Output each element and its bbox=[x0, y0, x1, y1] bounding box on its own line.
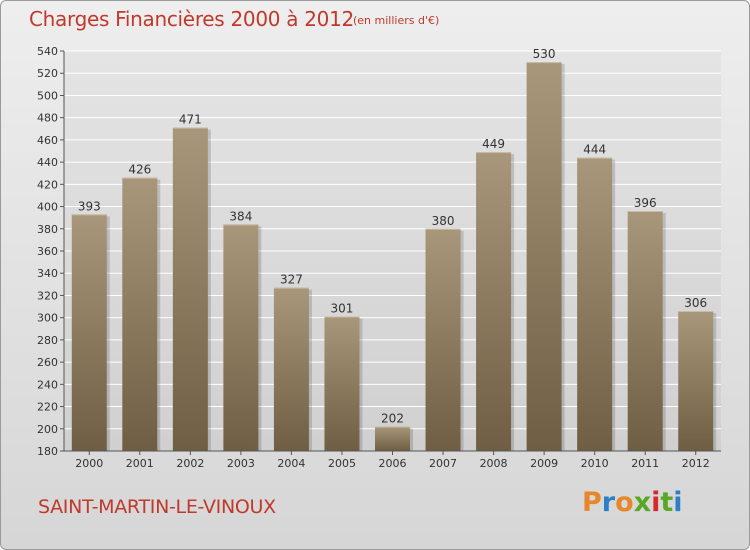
data-label: 384 bbox=[229, 209, 252, 223]
x-tick-label: 2011 bbox=[631, 457, 659, 470]
y-tick-label: 180 bbox=[37, 445, 58, 458]
x-tick-label: 2005 bbox=[328, 457, 356, 470]
y-tick-label: 240 bbox=[37, 378, 58, 391]
brand-letter: t bbox=[660, 487, 674, 518]
x-tick-label: 2012 bbox=[682, 457, 710, 470]
x-tick-label: 2000 bbox=[75, 457, 103, 470]
data-label: 380 bbox=[432, 214, 455, 228]
brand-letter: x bbox=[633, 487, 652, 518]
proxiti-logo: Proxiti bbox=[582, 487, 683, 518]
data-label: 444 bbox=[583, 143, 606, 157]
y-tick-label: 500 bbox=[37, 89, 58, 102]
chart-title: Charges Financières 2000 à 2012 bbox=[29, 7, 354, 31]
y-tick-label: 280 bbox=[37, 334, 58, 347]
bar bbox=[122, 177, 158, 451]
data-label: 301 bbox=[331, 302, 354, 316]
bar bbox=[678, 311, 714, 451]
y-tick-label: 460 bbox=[37, 134, 58, 147]
y-tick-label: 220 bbox=[37, 401, 58, 414]
bar bbox=[223, 224, 259, 451]
data-label: 396 bbox=[634, 196, 657, 210]
data-label: 530 bbox=[533, 47, 556, 61]
x-tick-label: 2003 bbox=[227, 457, 255, 470]
bar bbox=[425, 228, 461, 451]
y-tick-label: 380 bbox=[37, 223, 58, 236]
brand-letter: i bbox=[651, 487, 661, 518]
bar bbox=[627, 211, 663, 451]
y-tick-label: 400 bbox=[37, 201, 58, 214]
y-tick-label: 520 bbox=[37, 67, 58, 80]
y-tick-label: 540 bbox=[37, 45, 58, 58]
bar bbox=[273, 287, 309, 451]
data-label: 393 bbox=[78, 199, 101, 213]
y-tick-label: 200 bbox=[37, 423, 58, 436]
x-tick-label: 2008 bbox=[480, 457, 508, 470]
y-tick-label: 480 bbox=[37, 112, 58, 125]
y-tick-label: 260 bbox=[37, 356, 58, 369]
y-tick-label: 320 bbox=[37, 289, 58, 302]
brand-letter: o bbox=[615, 487, 634, 518]
commune-name: SAINT-MARTIN-LE-VINOUX bbox=[38, 496, 276, 518]
bar bbox=[476, 152, 512, 451]
brand-letter: P bbox=[582, 487, 602, 518]
bar bbox=[172, 127, 208, 452]
x-tick-label: 2004 bbox=[277, 457, 305, 470]
data-label: 327 bbox=[280, 273, 303, 287]
x-tick-label: 2001 bbox=[126, 457, 154, 470]
x-tick-label: 2010 bbox=[581, 457, 609, 470]
y-tick-label: 300 bbox=[37, 312, 58, 325]
data-label: 426 bbox=[128, 163, 151, 177]
data-label: 471 bbox=[179, 113, 202, 127]
x-tick-label: 2006 bbox=[379, 457, 407, 470]
bar bbox=[577, 157, 613, 451]
y-tick-label: 420 bbox=[37, 178, 58, 191]
chart-subtitle: (en milliers d'€) bbox=[353, 14, 440, 27]
y-tick-label: 340 bbox=[37, 267, 58, 280]
bar bbox=[324, 316, 360, 451]
x-tick-label: 2009 bbox=[530, 457, 558, 470]
y-tick-label: 440 bbox=[37, 156, 58, 169]
bar bbox=[526, 62, 562, 451]
y-tick-label: 360 bbox=[37, 245, 58, 258]
bar bbox=[71, 214, 107, 451]
brand-letter: i bbox=[673, 487, 683, 518]
data-label: 306 bbox=[684, 296, 707, 310]
data-label: 202 bbox=[381, 412, 404, 426]
bar bbox=[375, 426, 410, 451]
brand-letter: r bbox=[601, 487, 616, 518]
x-tick-label: 2002 bbox=[176, 457, 204, 470]
data-label: 449 bbox=[482, 137, 505, 151]
x-tick-label: 2007 bbox=[429, 457, 457, 470]
